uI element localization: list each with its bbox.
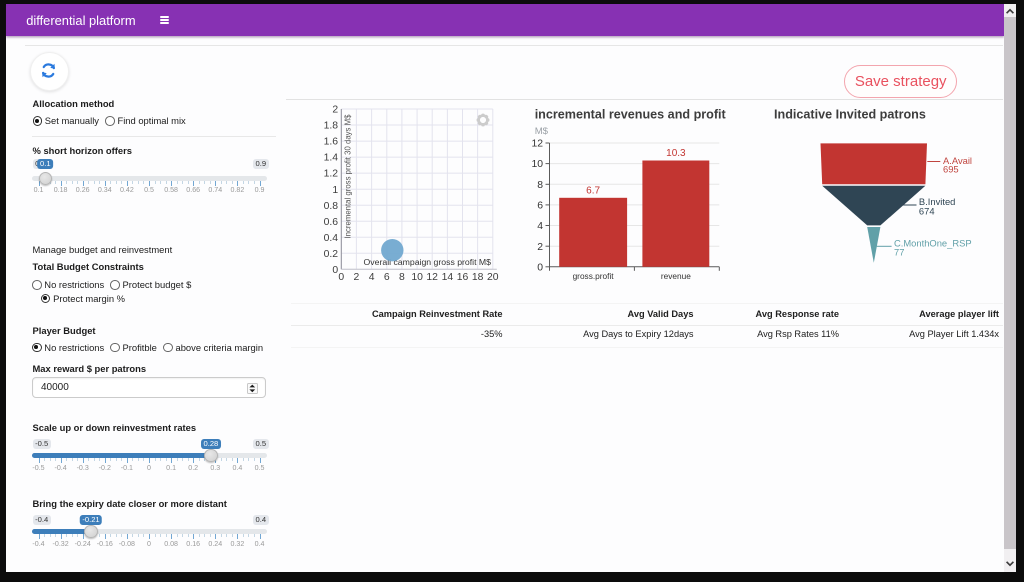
svg-text:12: 12 [426, 272, 438, 283]
svg-text:10.3: 10.3 [666, 148, 686, 159]
svg-text:2: 2 [332, 105, 338, 116]
svg-text:8: 8 [537, 180, 543, 191]
svg-text:revenue: revenue [661, 271, 691, 281]
svg-text:0.8: 0.8 [324, 201, 339, 212]
svg-text:gross.profit: gross.profit [573, 271, 615, 281]
svg-text:18: 18 [472, 272, 484, 283]
svg-text:6: 6 [537, 201, 543, 212]
svg-text:0: 0 [338, 272, 344, 283]
svg-text:A.Avail: A.Avail [943, 155, 972, 166]
svg-text:1.2: 1.2 [324, 169, 339, 180]
svg-text:1.4: 1.4 [324, 153, 339, 164]
svg-text:695: 695 [943, 164, 959, 175]
svg-text:0: 0 [537, 262, 543, 273]
svg-text:incremental revenues and profi: incremental revenues and profit [535, 108, 727, 122]
svg-text:0.2: 0.2 [324, 249, 339, 260]
svg-text:B.Invited: B.Invited [919, 196, 955, 207]
svg-text:Indicative Invited patrons: Indicative Invited patrons [774, 108, 926, 122]
svg-text:77: 77 [894, 247, 904, 258]
svg-text:16: 16 [457, 272, 469, 283]
svg-text:20: 20 [487, 272, 499, 283]
svg-text:10: 10 [531, 159, 543, 170]
svg-text:0.6: 0.6 [324, 217, 339, 228]
svg-text:C.MonthOne_RSP: C.MonthOne_RSP [894, 237, 972, 248]
svg-text:2: 2 [354, 272, 360, 283]
svg-text:6.7: 6.7 [586, 185, 600, 196]
svg-text:4: 4 [537, 221, 543, 232]
svg-text:Incremental gross profit 30 da: Incremental gross profit 30 days M$ [344, 114, 353, 239]
svg-text:4: 4 [369, 272, 375, 283]
svg-text:10: 10 [411, 272, 423, 283]
svg-text:14: 14 [442, 272, 454, 283]
svg-text:12: 12 [531, 139, 543, 150]
svg-text:8: 8 [399, 272, 405, 283]
svg-text:Overall campaign gross profit: Overall campaign gross profit M$ [364, 257, 492, 267]
svg-text:6: 6 [384, 272, 390, 283]
svg-text:1: 1 [332, 185, 338, 196]
svg-text:1.8: 1.8 [324, 121, 339, 132]
svg-text:674: 674 [919, 205, 935, 216]
svg-text:2: 2 [537, 242, 543, 253]
svg-text:1.6: 1.6 [324, 137, 339, 148]
svg-text:0: 0 [332, 265, 338, 276]
svg-text:M$: M$ [535, 126, 549, 137]
svg-text:0.4: 0.4 [324, 233, 339, 244]
